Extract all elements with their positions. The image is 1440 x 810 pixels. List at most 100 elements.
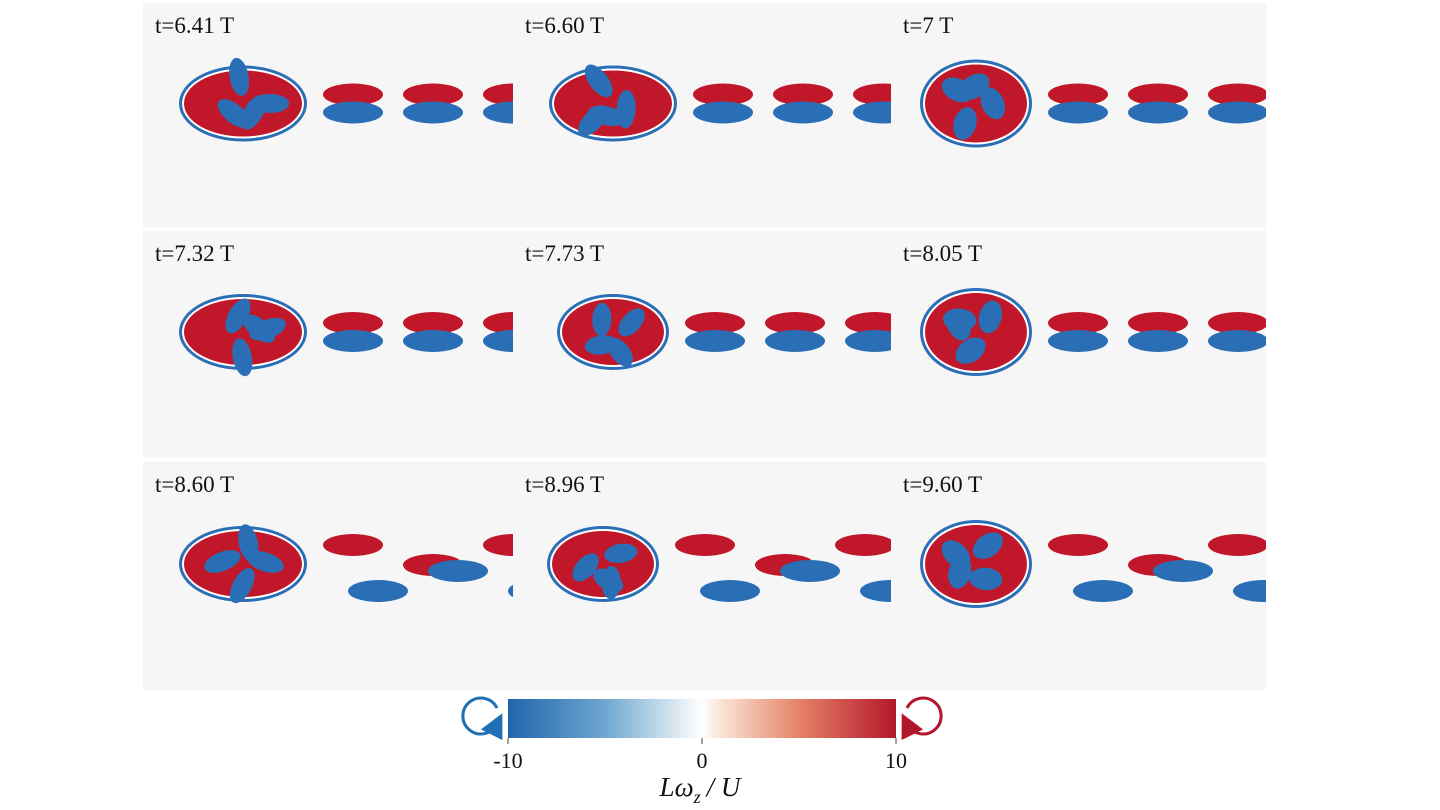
body-fill — [184, 70, 302, 137]
wake-vortex — [773, 101, 833, 124]
wake-vortex — [1208, 534, 1266, 556]
wake-vortex — [1233, 580, 1266, 602]
panel: t=9.60 T — [891, 462, 1348, 690]
panel-field — [143, 231, 513, 457]
panel-field — [891, 3, 1348, 228]
body-vortex — [972, 532, 1003, 560]
wake-vortex — [835, 534, 891, 556]
panel-label: t=7.73 T — [525, 241, 604, 266]
body-vortex — [225, 298, 251, 334]
wake-vortex — [403, 312, 463, 334]
panel-label: t=8.60 T — [155, 472, 234, 497]
wake-vortex — [1288, 84, 1348, 106]
wake-vortex — [1288, 554, 1348, 576]
body-vortex — [249, 317, 286, 341]
wake-vortex — [1288, 330, 1348, 352]
wake-vortex — [765, 330, 825, 352]
wake-vortex — [1048, 330, 1108, 352]
panel-label: t=7.32 T — [155, 241, 234, 266]
wake-vortex — [700, 580, 760, 602]
wake-vortex — [323, 330, 383, 352]
panel-field — [891, 462, 1348, 690]
body-vortex — [618, 308, 645, 337]
body-vortex — [980, 87, 1005, 120]
body-vortex — [941, 540, 971, 569]
body-fill — [925, 525, 1027, 603]
wake-vortex — [403, 83, 463, 106]
body-vortex — [955, 337, 986, 364]
body-vortex — [229, 57, 250, 96]
wake-vortex — [853, 101, 891, 124]
wake-vortex — [1128, 312, 1188, 334]
colorbar-gradient — [508, 699, 896, 738]
body-vortex — [978, 300, 1003, 334]
clockwise-icon — [461, 696, 503, 741]
panel-field — [143, 3, 513, 228]
counterclockwise-icon — [901, 696, 943, 741]
wake-vortex — [483, 534, 513, 556]
panel: t=7.32 T — [143, 231, 513, 457]
body-vortex — [584, 335, 618, 355]
wake-vortex — [860, 580, 891, 602]
wake-vortex — [1048, 312, 1108, 334]
panel-field — [513, 3, 891, 228]
wake-vortex — [1128, 101, 1188, 124]
panel-label: t=8.96 T — [525, 472, 604, 497]
wake-vortex — [1288, 102, 1348, 124]
body-vortex — [578, 105, 608, 137]
wake-vortex — [1208, 101, 1266, 124]
wake-vortex — [483, 101, 513, 124]
label-suffix: / U — [705, 772, 742, 802]
body-vortex — [232, 338, 253, 377]
panel-label: t=9.60 T — [903, 472, 982, 497]
body-vortex — [592, 302, 612, 337]
wake-vortex — [693, 83, 753, 106]
body-vortex — [246, 551, 284, 573]
wake-vortex — [780, 560, 840, 582]
wake-vortex — [323, 534, 383, 556]
wake-vortex — [1208, 312, 1266, 334]
wake-vortex — [1048, 83, 1108, 106]
wake-vortex — [685, 330, 745, 352]
body-vortex — [959, 73, 990, 100]
colorbar-tick-label: 10 — [885, 748, 907, 773]
wake-vortex — [508, 584, 513, 598]
wake-vortex — [323, 312, 383, 334]
body-fill — [184, 299, 302, 365]
wake-vortex — [428, 560, 488, 582]
panel: t=7.73 T — [513, 231, 891, 457]
panel-field — [891, 231, 1348, 457]
body-vortex — [229, 568, 255, 604]
panel-field — [513, 231, 891, 457]
panel-label: t=6.60 T — [525, 13, 604, 38]
panel-label: t=7 T — [903, 13, 953, 38]
wake-vortex — [1128, 83, 1188, 106]
panel: t=8.05 T — [891, 231, 1348, 457]
wake-vortex — [1288, 312, 1348, 334]
panel: t=6.41 T — [143, 3, 513, 228]
panel: t=8.96 T — [513, 462, 891, 690]
colorbar-tick-label: -10 — [493, 748, 522, 773]
wake-vortex — [853, 83, 891, 106]
wake-vortex — [1073, 580, 1133, 602]
colorbar-tick-label: 0 — [697, 748, 708, 773]
wake-vortex — [845, 330, 891, 352]
body-vortex — [604, 543, 638, 564]
panel-field — [143, 462, 513, 690]
wake-vortex — [348, 580, 408, 602]
panels: t=6.41 T t=6.60 T t=7 T t=7.32 T t=7.73 T t=8… — [143, 3, 1348, 690]
body-vortex — [240, 95, 267, 130]
wake-vortex — [1153, 560, 1213, 582]
panel: t=7 T — [891, 3, 1348, 228]
wake-vortex — [1048, 534, 1108, 556]
wake-vortex — [675, 534, 735, 556]
panel-label: t=6.41 T — [155, 13, 234, 38]
body-fill — [554, 70, 672, 137]
label-sub: z — [693, 787, 701, 807]
body-vortex — [616, 90, 636, 129]
body-vortex — [204, 550, 241, 573]
label-main: Lω — [659, 772, 694, 802]
panel-label: t=8.05 T — [903, 241, 982, 266]
body-vortex — [584, 64, 613, 98]
